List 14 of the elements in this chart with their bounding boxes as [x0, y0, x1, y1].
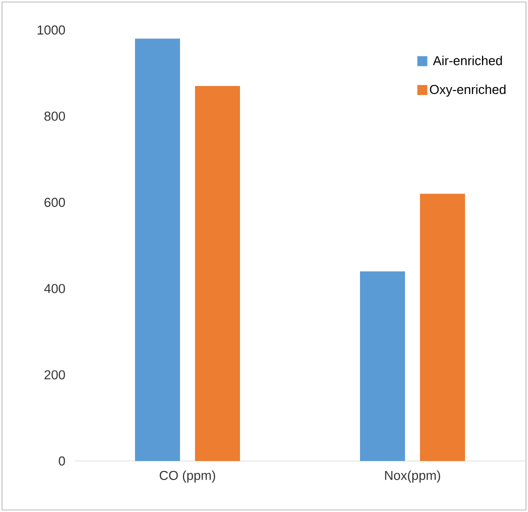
legend-label: Air-enriched — [432, 56, 502, 66]
x-tick-label: CO (ppm) — [160, 470, 216, 483]
bar — [135, 38, 180, 461]
y-tick-label: 200 — [44, 370, 65, 380]
bar — [195, 86, 240, 461]
y-tick-label: 1000 — [38, 25, 65, 35]
x-tick-label: Nox(ppm) — [385, 470, 440, 483]
y-tick-label: 600 — [44, 198, 65, 207]
legend-label: Oxy-enriched — [430, 84, 506, 97]
bar — [360, 271, 406, 461]
bar — [420, 194, 466, 461]
y-tick-label: 800 — [44, 112, 65, 121]
y-tick-label: 400 — [44, 284, 65, 294]
y-tick-label: 0 — [58, 456, 65, 466]
